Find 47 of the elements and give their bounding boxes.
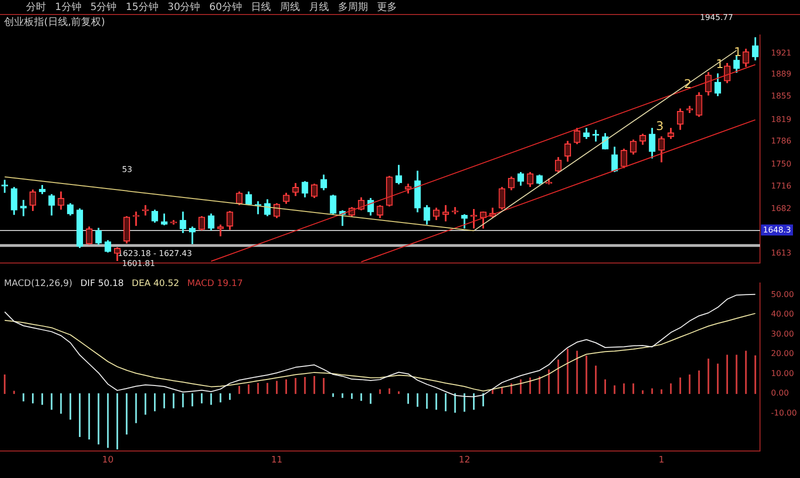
y-tick-label: 1716 <box>771 182 792 191</box>
text: 日线 <box>250 0 271 14</box>
y-tick-label: 20.00 <box>771 349 794 358</box>
y-tick-label: 1613 <box>771 248 792 258</box>
candlestick <box>132 212 140 226</box>
y-tick-label: 0.00 <box>771 388 789 398</box>
annotation: 50.18 <box>98 279 124 289</box>
chart-title: MACD(12,26,9) <box>4 279 72 289</box>
text: DIF <box>80 279 96 289</box>
text: 15分钟 <box>126 0 158 14</box>
y-tick-label: 1889 <box>771 69 792 78</box>
text: 60分钟 <box>209 0 242 14</box>
band-label: 1623.18 - 1627.43 <box>118 248 192 258</box>
y-tick-label: 1819 <box>771 114 792 124</box>
x-tick-label: 1 <box>658 456 664 466</box>
annotation: 40.52 <box>153 279 180 289</box>
y-tick-label: 40.00 <box>771 310 794 319</box>
text: DEA <box>132 279 151 289</box>
y-tick-label: 1786 <box>771 136 792 146</box>
y-tick-label: 10.00 <box>771 368 794 378</box>
x-tick-label: 12 <box>458 456 470 466</box>
annotation: 3 <box>656 119 664 133</box>
text: 月线 <box>308 0 329 14</box>
x-tick-label: 10 <box>102 456 114 466</box>
text: 周线 <box>280 0 300 14</box>
y-tick-label: -10.00 <box>771 408 797 418</box>
text: 多周期 <box>338 0 368 14</box>
text: 1分钟 <box>55 0 82 14</box>
y-tick-label: 1921 <box>771 48 792 58</box>
ref-line-label: 1648.3 <box>763 226 791 235</box>
y-tick-label: 50.00 <box>771 290 794 299</box>
candlestick <box>20 200 27 216</box>
y-tick-label: 1855 <box>771 92 792 101</box>
chart-title: 创业板指(日线,前复权) <box>4 16 105 29</box>
y-tick-label: 30.00 <box>771 329 794 338</box>
annotation: 1 <box>734 45 742 59</box>
text: 30分钟 <box>167 0 200 14</box>
annotation: 19.17 <box>217 279 243 289</box>
text: 5分钟 <box>90 0 117 14</box>
annotation: 53 <box>122 165 132 174</box>
x-tick-label: 11 <box>271 456 283 466</box>
text: MACD <box>187 279 214 289</box>
text: 分时 <box>26 0 46 14</box>
y-tick-label: 1682 <box>771 204 792 213</box>
text: 1945.77 <box>700 13 734 22</box>
y-tick-label: 1750 <box>771 160 792 169</box>
text: 更多 <box>376 1 397 14</box>
